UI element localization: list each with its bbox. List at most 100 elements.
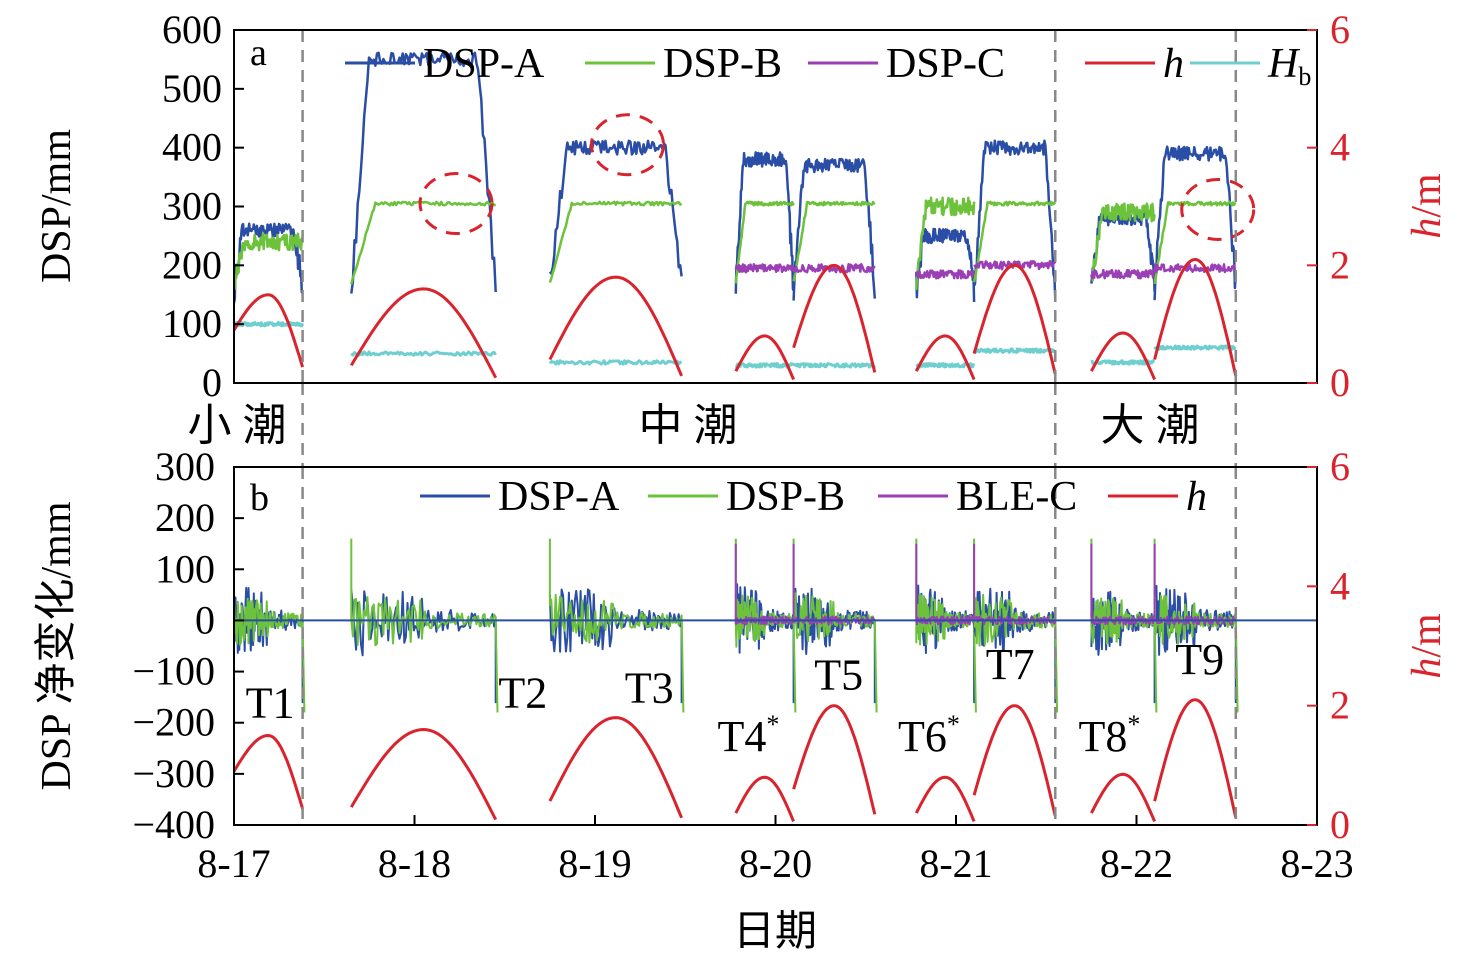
panel-b-xtick-label: 8-21 — [919, 841, 992, 886]
panel-b-ytick-label: −100 — [132, 649, 215, 694]
panel-a-letter: a — [250, 32, 267, 74]
dsp-a-line — [734, 151, 795, 294]
panel-b-ylabel: DSP 净变化/mm — [33, 501, 80, 790]
panel-b: 300 200 100 0 −100 −200 −300 −400 0 2 4 6 8-17 8-18… — [33, 444, 1450, 955]
h-net-panel-line — [548, 716, 683, 819]
dsp-a-line — [350, 51, 497, 294]
tide-event-label: T4* — [717, 710, 779, 761]
panel-b-ytick-label: 0 — [195, 597, 215, 642]
dsp-b-line — [1153, 200, 1237, 285]
tide-event-label: T9 — [1175, 635, 1224, 684]
dsp-b-line — [350, 200, 496, 285]
panel-b-ytick-label: −200 — [132, 700, 215, 745]
panel-b-ytick-label: 200 — [155, 495, 215, 540]
hb-line — [972, 347, 1056, 354]
dsp-b-net-line — [548, 538, 685, 713]
tide-class-label: 中 潮 — [639, 401, 738, 450]
panel-b-letter: b — [250, 477, 269, 519]
h-net-panel-line — [234, 734, 305, 810]
panel-a-ytick-label: 200 — [162, 242, 222, 287]
panel-a-ytick-label: 0 — [202, 360, 222, 405]
dsp-c-line — [1090, 268, 1156, 280]
h-line — [1153, 257, 1238, 377]
h-line — [792, 263, 877, 373]
legend-label: DSP-A — [423, 41, 545, 87]
tide-event-label: T6* — [898, 710, 960, 761]
hb-line — [1153, 344, 1237, 351]
panel-a-ytick-right-label: 2 — [1330, 242, 1350, 287]
dsp-a-line — [548, 139, 683, 277]
panel-a-ytick-label: 500 — [162, 66, 222, 111]
dsp-a-line — [972, 139, 1057, 300]
highlight-circle — [418, 172, 494, 236]
h-net-panel-line — [350, 728, 498, 821]
tide-event-label: T1 — [246, 679, 295, 728]
dsp-b-net-line — [234, 538, 306, 713]
panel-a-ytick-right-label: 6 — [1330, 7, 1350, 52]
panel-b-ytick-right-label: 0 — [1330, 802, 1350, 847]
hb-line — [1090, 359, 1156, 366]
panel-b-ytick-label: 100 — [155, 546, 215, 591]
dsp-a-line — [792, 157, 877, 301]
hb-line — [234, 320, 305, 328]
panel-b-xtick-label: 8-22 — [1100, 841, 1173, 886]
panel-a: 0 100 200 300 400 500 600 0 2 4 6 a DSP-A DSP-B DSP… — [34, 7, 1450, 467]
dsp-a-net-line — [548, 588, 683, 704]
dsp-c-line — [734, 263, 795, 274]
tide-event-label: T2 — [498, 668, 547, 717]
legend-label: h — [1186, 474, 1207, 520]
panel-a-ytick-right-label: 0 — [1330, 360, 1350, 405]
legend-label: h — [1163, 41, 1184, 87]
dsp-a-line — [915, 227, 976, 303]
hb-line — [792, 362, 877, 369]
panel-b-xtick-label: 8-18 — [378, 841, 451, 886]
dsp-c-line — [1153, 263, 1237, 274]
h-net-panel-line — [734, 775, 795, 823]
tide-class-label: 大 潮 — [1101, 401, 1200, 450]
dsp-b-line — [548, 200, 683, 283]
tide-event-label: T5 — [814, 650, 863, 699]
panel-b-ytick-label: 300 — [155, 444, 215, 489]
dsp-b-line — [1090, 202, 1156, 282]
h-line — [734, 334, 795, 381]
dsp-c-line — [915, 269, 976, 280]
dsp-b-net-line — [734, 538, 797, 713]
h-net-panel-line — [972, 704, 1057, 817]
panel-b-xtick-label: 8-17 — [197, 841, 270, 886]
hb-line — [915, 362, 976, 369]
h-line — [234, 293, 305, 368]
panel-b-xtick-label: 8-23 — [1280, 841, 1353, 886]
panel-b-xtick-label: 8-20 — [739, 841, 812, 886]
panel-b-ytick-right-label: 6 — [1330, 444, 1350, 489]
panel-b-ytick-right-label: 2 — [1330, 683, 1350, 728]
panel-b-ytick-right-label: 4 — [1330, 563, 1350, 608]
dsp-a-line — [1153, 145, 1238, 301]
dsp-c-line — [973, 259, 1057, 271]
dsp-b-line — [234, 232, 304, 291]
panel-a-ylabel: DSP/mm — [34, 129, 80, 283]
legend-label: DSP-B — [663, 41, 782, 87]
hb-line — [350, 350, 497, 357]
h-net-panel-line — [914, 775, 976, 823]
dsp-a-net-line — [1153, 584, 1237, 704]
panel-a-ytick-right-label: 4 — [1330, 125, 1350, 170]
panel-b-ytick-label: −300 — [132, 751, 215, 796]
h-line — [350, 287, 498, 379]
legend-label: DSP-B — [726, 474, 845, 520]
h-net-panel-line — [1153, 698, 1238, 819]
tide-event-label: T7 — [986, 640, 1035, 689]
h-line — [972, 263, 1057, 375]
legend-label: Hb — [1267, 41, 1311, 91]
hb-line — [548, 359, 683, 366]
panel-a-ytick-label: 300 — [162, 184, 222, 229]
panel-b-xtick-label: 8-19 — [558, 841, 631, 886]
hb-line — [734, 362, 795, 369]
tide-class-label: 小 潮 — [188, 401, 287, 450]
panel-a-ytick-label: 600 — [162, 7, 222, 52]
tide-event-label: T8* — [1078, 710, 1140, 761]
legend-label: BLE-C — [956, 474, 1077, 520]
dsp-b-line — [792, 200, 876, 282]
h-line — [548, 275, 683, 377]
panel-b-xlabel: 日期 — [733, 909, 817, 955]
